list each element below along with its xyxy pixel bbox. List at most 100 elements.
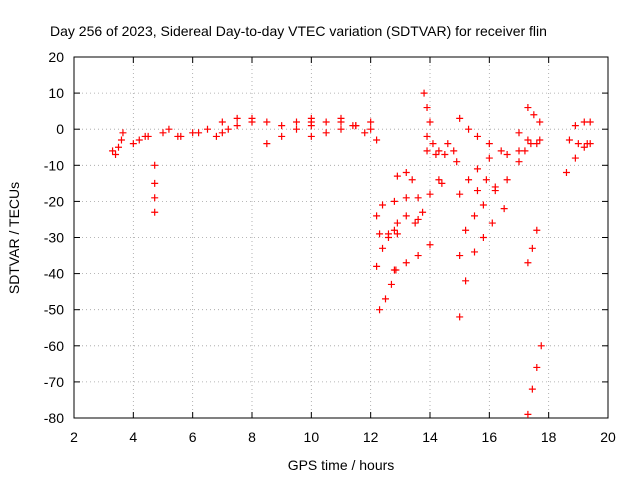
- x-tick-label: 18: [541, 429, 557, 445]
- y-tick-labels: -80 -70 -60 -50 -40 -30 -20 -10 0 10 20: [44, 49, 64, 426]
- data-point: [528, 244, 536, 252]
- data-point: [233, 114, 241, 122]
- data-point: [528, 385, 536, 393]
- data-point: [527, 140, 535, 148]
- data-point: [293, 118, 300, 126]
- data-point: [465, 125, 473, 133]
- data-point: [456, 190, 464, 198]
- data-point: [233, 122, 241, 130]
- data-point: [574, 140, 582, 148]
- data-point: [485, 140, 493, 148]
- data-point: [204, 125, 211, 133]
- x-tick-label: 14: [422, 429, 438, 445]
- data-point: [429, 140, 437, 148]
- data-point: [524, 136, 532, 144]
- data-point: [533, 363, 541, 371]
- data-point: [530, 111, 538, 119]
- data-point: [144, 132, 152, 140]
- data-point: [263, 118, 271, 126]
- data-point: [390, 197, 398, 205]
- data-point: [218, 118, 226, 126]
- data-point: [488, 219, 496, 227]
- data-point: [373, 262, 381, 270]
- data-point: [485, 154, 493, 162]
- data-point: [387, 280, 395, 288]
- data-point: [479, 234, 487, 241]
- y-tick-label: 20: [48, 49, 64, 65]
- data-point: [248, 114, 256, 122]
- y-tick-label: -40: [44, 266, 64, 282]
- data-point: [444, 140, 452, 148]
- data-point: [533, 226, 541, 234]
- data-point: [337, 125, 345, 133]
- data-point: [402, 169, 410, 177]
- data-point: [423, 147, 431, 155]
- data-point: [376, 230, 384, 238]
- data-point: [189, 129, 197, 137]
- data-point: [515, 147, 523, 155]
- data-point: [465, 176, 473, 184]
- data-point: [402, 212, 410, 220]
- data-point: [224, 125, 232, 133]
- y-tick-label: 10: [48, 85, 64, 101]
- x-tick-label: 10: [304, 429, 320, 445]
- y-tick-label: -10: [44, 157, 64, 173]
- data-point: [450, 147, 458, 155]
- data-point: [471, 248, 478, 256]
- data-point: [376, 306, 384, 314]
- data-point: [580, 118, 588, 126]
- data-point: [373, 212, 381, 220]
- data-point: [393, 219, 401, 227]
- data-point: [135, 136, 143, 144]
- data-point: [515, 129, 523, 137]
- data-point: [456, 252, 464, 260]
- data-point: [390, 226, 398, 234]
- data-point: [426, 118, 434, 126]
- x-tick-labels: 2 4 6 8 10 12 14 16 18 20: [70, 429, 616, 445]
- axis-ticks: [73, 56, 609, 419]
- x-tick-label: 20: [600, 429, 616, 445]
- data-point: [456, 313, 464, 321]
- data-point: [473, 165, 481, 173]
- data-point: [419, 208, 427, 216]
- data-point: [423, 132, 431, 140]
- data-point: [583, 140, 591, 148]
- data-point: [426, 241, 434, 249]
- data-point: [497, 147, 505, 155]
- data-point: [524, 410, 532, 418]
- data-point: [408, 176, 416, 184]
- data-point: [491, 183, 499, 191]
- data-point: [129, 140, 137, 148]
- data-point: [117, 136, 125, 144]
- data-point: [293, 125, 300, 133]
- data-point: [414, 252, 422, 260]
- data-point: [393, 172, 401, 180]
- y-tick-label: -50: [44, 302, 64, 318]
- data-point: [109, 147, 117, 155]
- x-tick-label: 8: [248, 429, 256, 445]
- data-point: [151, 179, 159, 187]
- data-point: [420, 89, 428, 97]
- data-point: [438, 179, 446, 187]
- data-point: [212, 132, 220, 140]
- data-point: [119, 129, 127, 137]
- data-point: [565, 136, 573, 144]
- y-axis-label: SDTVAR / TECUs: [6, 182, 22, 294]
- data-point: [379, 244, 387, 252]
- data-point: [322, 118, 330, 126]
- x-tick-label: 4: [129, 429, 137, 445]
- data-point: [479, 201, 487, 209]
- data-point: [537, 342, 545, 350]
- data-point: [473, 187, 481, 195]
- data-point: [462, 226, 470, 234]
- data-point: [571, 122, 579, 130]
- data-point: [536, 136, 544, 144]
- data-point: [177, 132, 185, 140]
- data-point: [423, 104, 431, 112]
- x-tick-label: 6: [189, 429, 197, 445]
- data-point: [571, 154, 579, 162]
- data-point: [384, 230, 392, 238]
- x-axis-label: GPS time / hours: [288, 457, 395, 473]
- data-point: [402, 194, 410, 202]
